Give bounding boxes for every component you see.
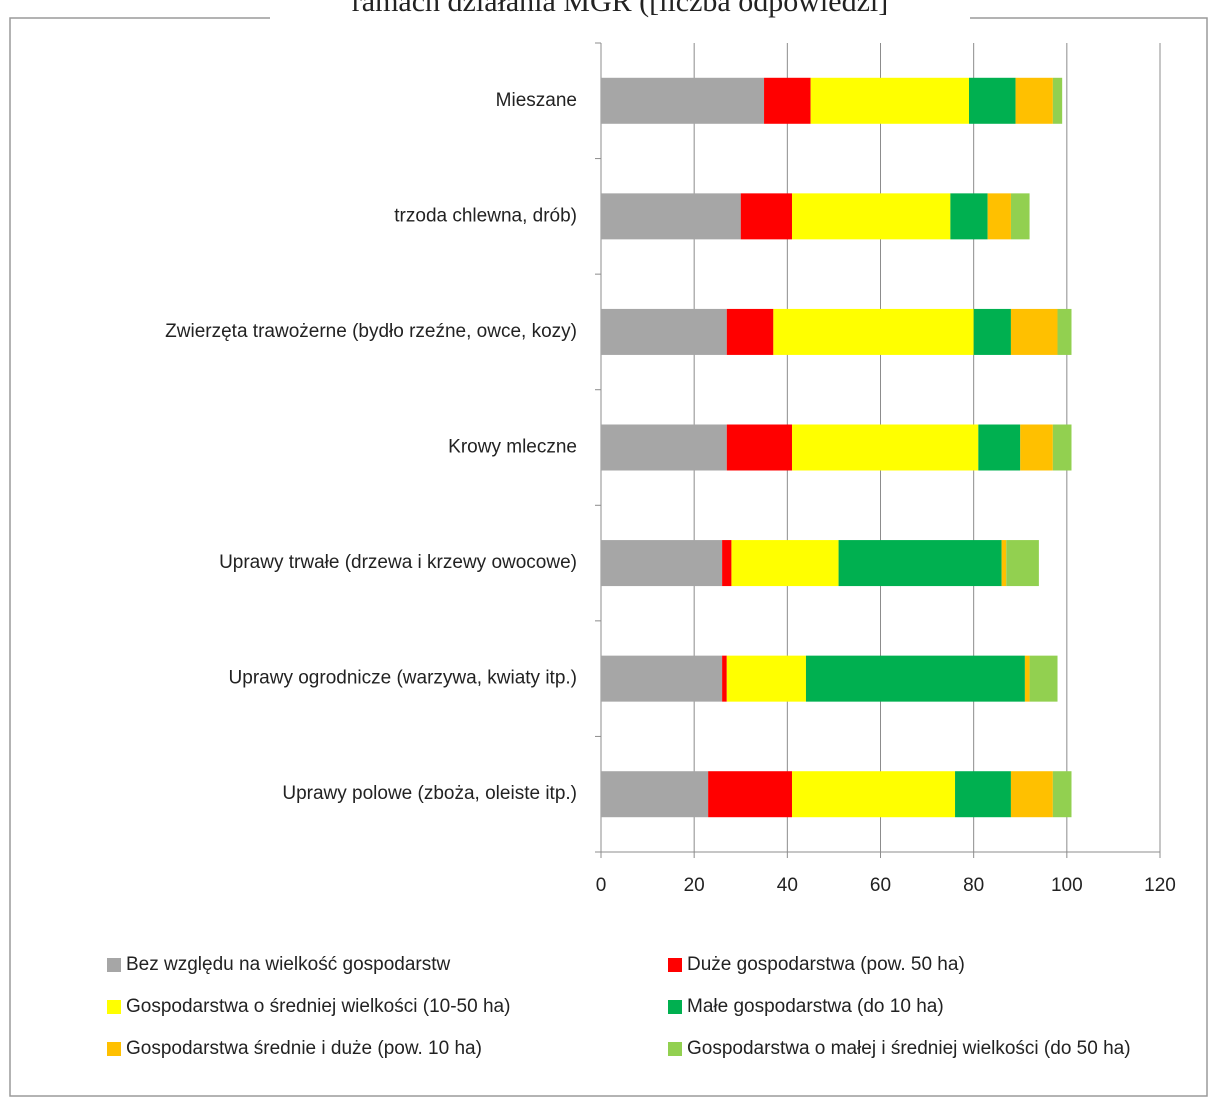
legend-label: Gospodarstwa o małej i średniej wielkośc…: [687, 1038, 1131, 1059]
bar-segment: [978, 424, 1021, 471]
title-background: [270, 0, 970, 22]
y-tick-label: Zwierzęta trawożerne (bydło rzeźne, owce…: [165, 321, 577, 342]
bar-segment: [810, 77, 970, 124]
bar-segment: [1020, 424, 1053, 471]
bar-segment: [726, 424, 792, 471]
bar-segment: [1057, 308, 1072, 355]
bar-segment: [838, 540, 1002, 587]
legend-swatch: [668, 1042, 682, 1056]
bar-segment: [601, 424, 727, 471]
legend-swatch: [107, 1042, 121, 1056]
bar-segment: [1052, 771, 1072, 818]
bar-segment: [1010, 771, 1053, 818]
bar-segment: [601, 193, 741, 240]
bar-segment: [969, 77, 1016, 124]
bar-segment: [1052, 77, 1063, 124]
y-tick-label: Krowy mleczne: [448, 437, 577, 458]
bar-segment: [987, 193, 1011, 240]
bar-segment: [726, 655, 806, 702]
bar-segment: [1001, 540, 1007, 587]
bar-segment: [1024, 655, 1030, 702]
bar-segment: [1015, 77, 1053, 124]
x-tick-label: 100: [1051, 875, 1083, 896]
bar-segment: [731, 540, 839, 587]
bar-segment: [773, 308, 974, 355]
bar-segment: [1006, 540, 1039, 587]
legend-swatch: [107, 1000, 121, 1014]
bar-segment: [601, 540, 723, 587]
legend-label: Duże gospodarstwa (pow. 50 ha): [687, 954, 965, 975]
bar-segment: [955, 771, 1011, 818]
y-tick-label: Mieszane: [496, 90, 577, 111]
bar-segment: [1010, 308, 1058, 355]
chart-title: ramach działania MGR ([liczba odpowiedzi…: [352, 0, 888, 18]
x-tick-label: 0: [596, 875, 607, 896]
y-tick-label: Uprawy trwałe (drzewa i krzewy owocowe): [219, 552, 577, 573]
bar-segment: [791, 424, 979, 471]
bar-segment: [601, 308, 727, 355]
x-tick-label: 60: [870, 875, 891, 896]
bar-segment: [722, 540, 732, 587]
bar-segment: [791, 771, 956, 818]
bar-segment: [1029, 655, 1058, 702]
bar-segment: [791, 193, 951, 240]
bar-segment: [805, 655, 1025, 702]
y-tick-label: Uprawy polowe (zboża, oleiste itp.): [282, 783, 577, 804]
bar-segment: [726, 308, 774, 355]
legend-swatch: [107, 958, 121, 972]
legend-swatch: [668, 958, 682, 972]
x-tick-label: 40: [777, 875, 798, 896]
legend-swatch: [668, 1000, 682, 1014]
bar-segment: [1010, 193, 1030, 240]
bar-segment: [601, 655, 723, 702]
bar-segment: [950, 193, 988, 240]
bar-segment: [740, 193, 792, 240]
bar-segment: [601, 771, 709, 818]
y-tick-label: Uprawy ogrodnicze (warzywa, kwiaty itp.): [229, 668, 577, 689]
legend-label: Gospodarstwa o średniej wielkości (10-50…: [126, 996, 510, 1017]
legend-label: Gospodarstwa średnie i duże (pow. 10 ha): [126, 1038, 482, 1059]
x-tick-label: 20: [684, 875, 705, 896]
legend-label: Małe gospodarstwa (do 10 ha): [687, 996, 944, 1017]
bar-segment: [708, 771, 792, 818]
y-tick-label: trzoda chlewna, drób): [394, 205, 577, 226]
x-tick-label: 120: [1144, 875, 1176, 896]
legend-label: Bez względu na wielkość gospodarstw: [126, 954, 451, 975]
bar-segment: [722, 655, 727, 702]
x-tick-label: 80: [963, 875, 984, 896]
bar-segment: [764, 77, 811, 124]
bar-segment: [973, 308, 1011, 355]
bar-segment: [601, 77, 765, 124]
bar-segment: [1052, 424, 1072, 471]
